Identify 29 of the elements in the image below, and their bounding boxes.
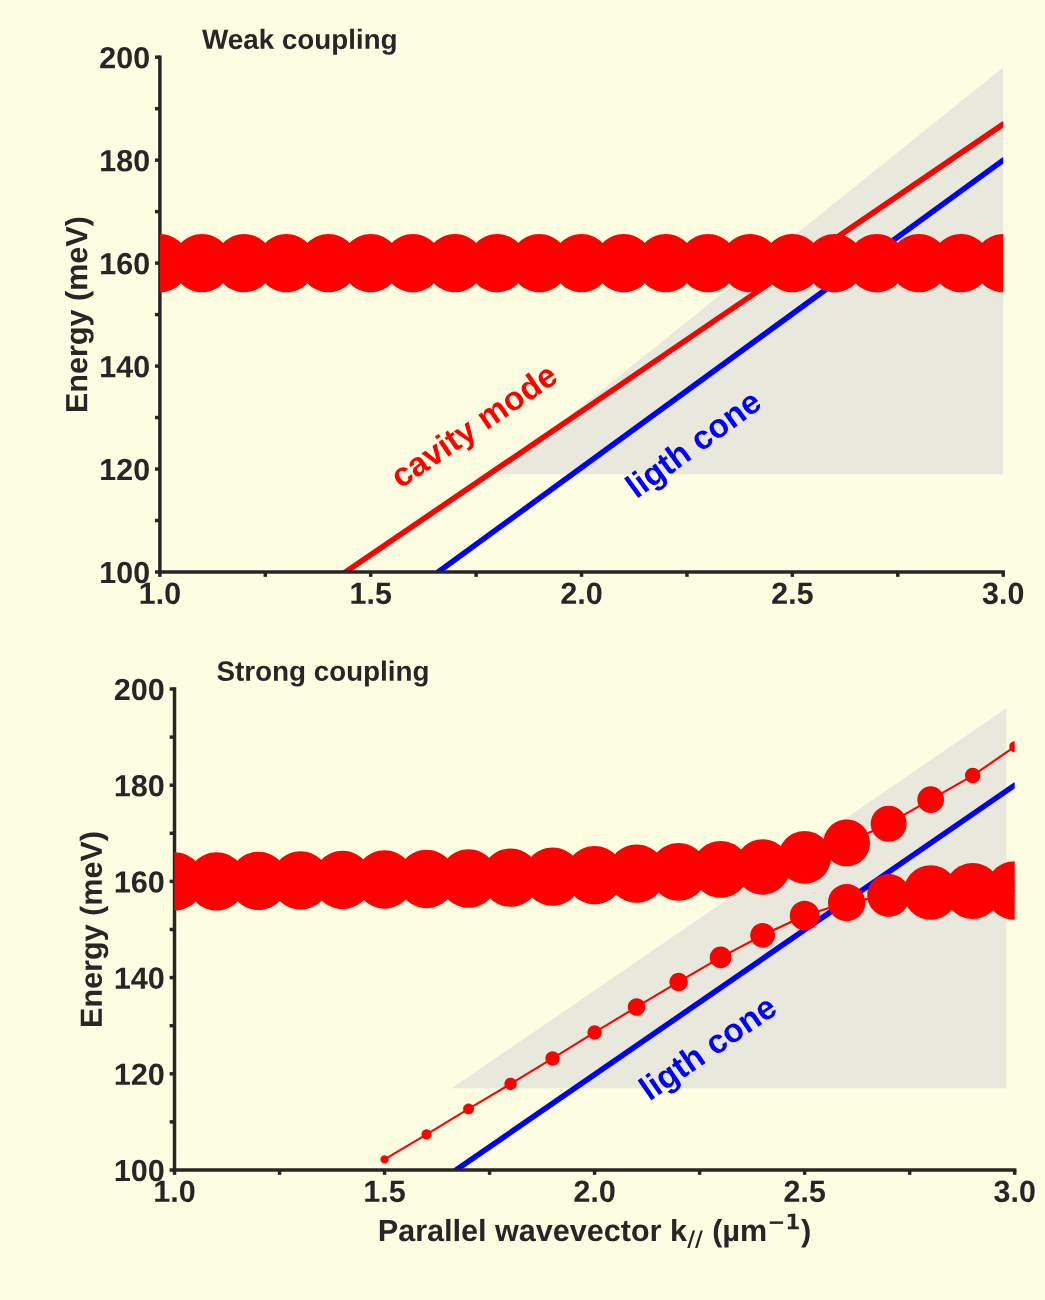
y-tick-label: 200 (114, 678, 164, 701)
y-tick-label: 160 (115, 871, 164, 893)
x-tick-label: 2.5 (784, 1180, 826, 1203)
y-tick-label: 180 (101, 149, 149, 172)
x-tick-label: 2.0 (561, 582, 602, 605)
chart-title: Strong coupling (217, 660, 428, 687)
x-tick-label: 3.0 (982, 582, 1024, 605)
annotation: ligth cone (624, 387, 767, 504)
x-axis-title: Parallel wavevector k$_{//}$ (µm$^{−1}$) (379, 1213, 810, 1249)
y-tick-label: 140 (115, 967, 164, 989)
y-axis-title: Energy (meV) (65, 217, 94, 412)
y-tick-label: 140 (101, 355, 149, 378)
x-tick-label: 2.5 (772, 582, 813, 605)
x-tick-label: 2.0 (574, 1180, 615, 1203)
annotation: ligth cone (637, 993, 783, 1107)
x-tick-label: 1.5 (365, 1180, 405, 1203)
y-tick-label: 200 (100, 46, 149, 69)
y-tick-label: 100 (115, 1159, 164, 1182)
y-tick-label: 120 (101, 458, 149, 481)
x-tick-label: 1.0 (140, 582, 180, 605)
y-tick-label: 180 (115, 774, 164, 797)
y-axis-title: Energy (meV) (79, 832, 109, 1026)
x-tick-label: 1.5 (351, 582, 392, 605)
y-tick-label: 100 (101, 561, 149, 584)
chart-title: Weak coupling (202, 28, 396, 55)
x-tick-label: 1.0 (155, 1180, 195, 1203)
y-tick-label: 120 (115, 1063, 164, 1086)
y-tick-label: 160 (101, 252, 149, 275)
x-tick-label: 3.0 (994, 1180, 1035, 1203)
